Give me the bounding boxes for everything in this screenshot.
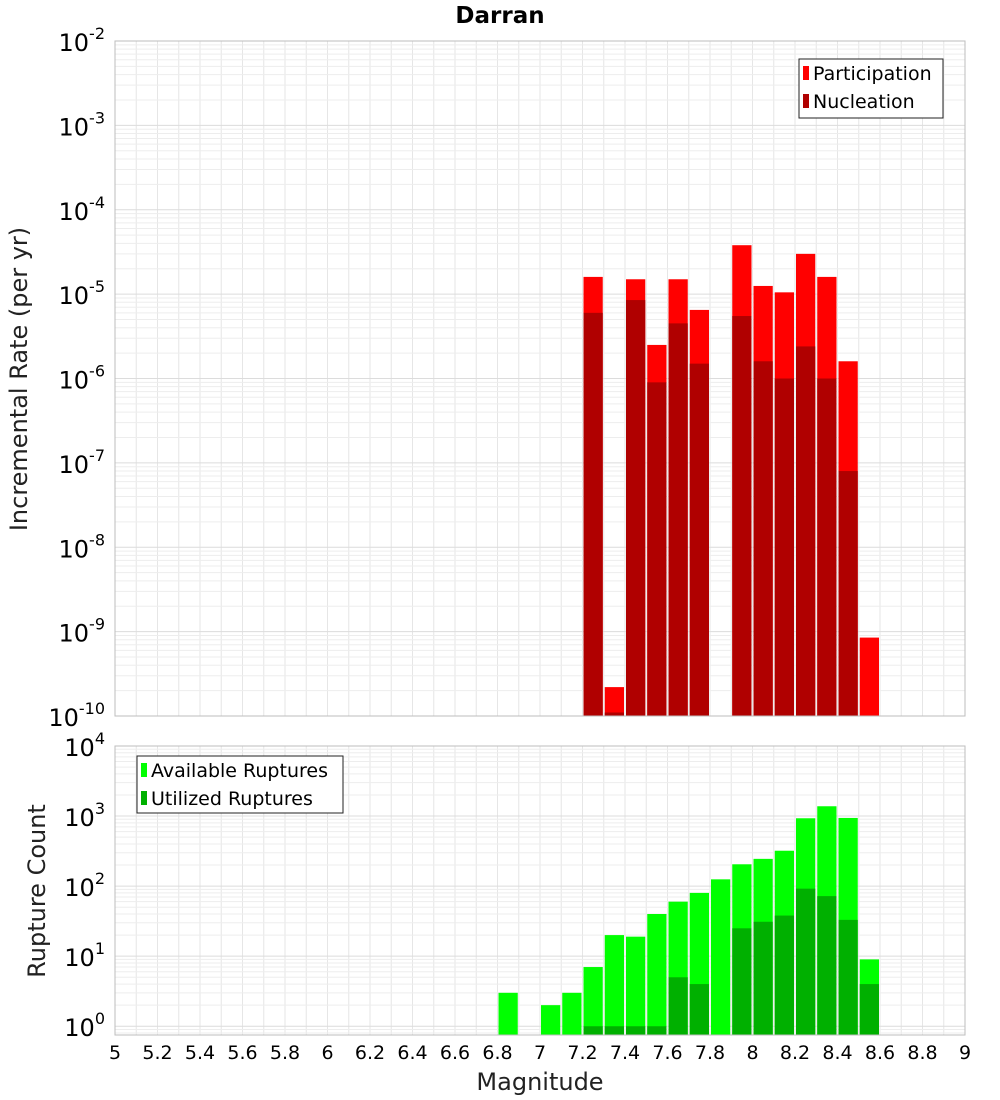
legend-swatch — [141, 763, 147, 777]
series-nucleation — [583, 300, 858, 716]
bar — [689, 984, 709, 1035]
bar — [668, 977, 688, 1035]
legend-swatch — [803, 94, 809, 108]
x-tick-label: 5 — [109, 1042, 121, 1064]
x-tick-label: 6.6 — [440, 1042, 470, 1064]
y-axis-ticks: 100 101 102 103 104 — [64, 729, 105, 1042]
x-tick-label: 5.6 — [227, 1042, 257, 1064]
series-utilized-ruptures — [583, 888, 879, 1035]
bar — [732, 316, 752, 716]
y-tick-label: 10-3 — [59, 108, 106, 141]
bar — [647, 1026, 667, 1035]
legend-box — [798, 58, 944, 119]
bar — [604, 1026, 624, 1035]
bar — [498, 992, 518, 1035]
y-tick-label: 10-10 — [48, 699, 105, 732]
bar — [774, 915, 794, 1035]
x-tick-label: 8.6 — [865, 1042, 895, 1064]
y-tick-label: 10-8 — [59, 530, 106, 563]
plot-frame — [114, 40, 966, 717]
y-axis-ticks: 10-10 10-9 10-8 10-7 10-6 10-5 10-4 10-3 10-2 — [48, 24, 105, 732]
x-tick-label: 6.2 — [355, 1042, 385, 1064]
y-tick-label: 10-9 — [59, 615, 106, 648]
legend-label: Utilized Ruptures — [151, 788, 313, 810]
bar — [689, 363, 709, 716]
y-tick-label: 10-2 — [59, 24, 106, 57]
x-tick-label: 8.2 — [780, 1042, 810, 1064]
x-tick-label: 5.8 — [270, 1042, 300, 1064]
x-tick-label: 7.6 — [652, 1042, 682, 1064]
bar — [604, 687, 624, 716]
bar — [562, 992, 582, 1035]
bar — [583, 312, 603, 716]
y-tick-label: 103 — [64, 799, 105, 832]
bar — [626, 1026, 646, 1035]
x-tick-label: 5.4 — [185, 1042, 215, 1064]
y-tick-label: 10-5 — [59, 277, 106, 310]
legend-box — [136, 755, 344, 814]
x-axis-label: Magnitude — [476, 1068, 603, 1096]
bar — [838, 471, 858, 716]
x-tick-label: 6.8 — [482, 1042, 512, 1064]
legend-label: Participation — [813, 63, 932, 85]
legend-label: Available Ruptures — [151, 760, 328, 782]
bar — [859, 984, 879, 1035]
x-tick-label: 6.4 — [397, 1042, 427, 1064]
bar — [774, 378, 794, 716]
y-tick-label: 10-7 — [59, 446, 106, 479]
plot-panel-0: 10-10 10-9 10-8 10-7 10-6 10-5 10-4 10-3 10-2 Par… — [48, 24, 966, 732]
bar — [796, 888, 816, 1035]
plot-panel-1: 100 101 102 103 104 5 5.2 5.4 5.6 5.8 6 6.2 6.4 6.6 6.… — [64, 729, 971, 1064]
bar — [753, 921, 773, 1035]
bar — [711, 879, 731, 1035]
y-axis-label-count: Rupture Count — [23, 804, 51, 978]
bar — [583, 1026, 603, 1035]
x-tick-label: 6 — [321, 1042, 333, 1064]
bar — [583, 967, 603, 1035]
x-tick-label: 8 — [746, 1042, 758, 1064]
x-tick-label: 7.2 — [567, 1042, 597, 1064]
bar — [604, 935, 624, 1035]
plot-frame — [114, 745, 966, 1036]
bar — [817, 896, 837, 1035]
gridlines — [114, 41, 966, 717]
y-tick-label: 101 — [64, 939, 105, 972]
y-tick-label: 104 — [64, 729, 105, 762]
bar — [838, 919, 858, 1035]
bar — [668, 323, 688, 716]
bar — [647, 914, 667, 1035]
y-axis-label-rate: Incremental Rate (per yr) — [5, 227, 33, 531]
y-tick-label: 10-6 — [59, 362, 106, 395]
y-tick-label: 100 — [64, 1009, 105, 1042]
x-tick-label: 7.4 — [610, 1042, 640, 1064]
x-axis-ticks: 5 5.2 5.4 5.6 5.8 6 6.2 6.4 6.6 6.8 7 7.2 7.4 7.6 7.8 8… — [109, 1042, 971, 1064]
bar — [541, 1005, 561, 1035]
bar — [604, 712, 624, 716]
x-tick-label: 7.8 — [695, 1042, 725, 1064]
x-tick-label: 8.4 — [822, 1042, 852, 1064]
legend-label: Nucleation — [813, 91, 915, 113]
x-tick-label: 8.8 — [907, 1042, 937, 1064]
bar — [647, 382, 667, 716]
bar — [626, 300, 646, 716]
y-tick-label: 102 — [64, 869, 105, 902]
legend: Participation Nucleation — [798, 58, 944, 119]
y-tick-label: 10-4 — [59, 193, 106, 226]
x-tick-label: 7 — [534, 1042, 546, 1064]
legend: Available Ruptures Utilized Ruptures — [136, 755, 344, 814]
chart-title: Darran — [455, 3, 544, 29]
x-tick-label: 9 — [959, 1042, 971, 1064]
bar — [796, 346, 816, 716]
bar — [859, 637, 879, 716]
legend-swatch — [141, 791, 147, 805]
bar — [626, 936, 646, 1035]
bar — [753, 361, 773, 716]
bar — [732, 928, 752, 1035]
x-tick-label: 5.2 — [142, 1042, 172, 1064]
bar — [817, 378, 837, 716]
legend-swatch — [803, 66, 809, 80]
